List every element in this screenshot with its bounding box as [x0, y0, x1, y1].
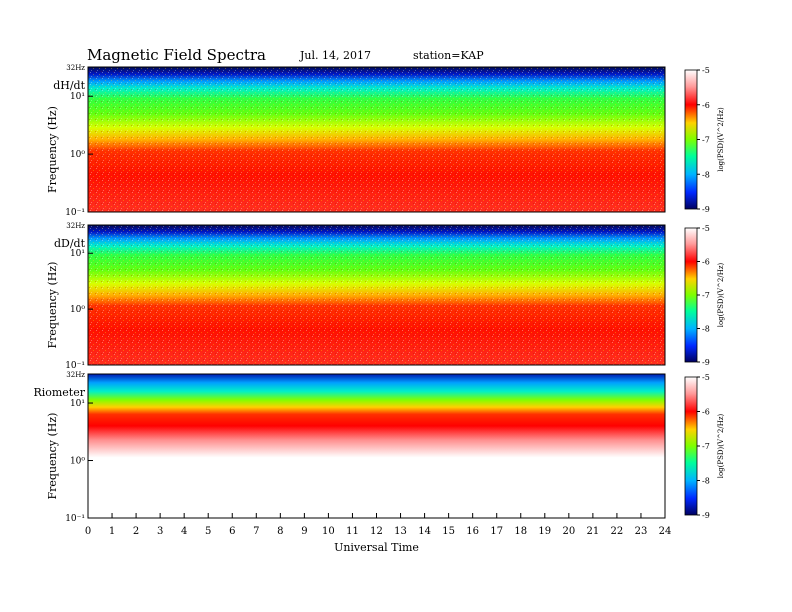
- y-tick-label: 32Hz: [66, 371, 85, 379]
- y-tick-label: 10¹: [70, 249, 85, 259]
- x-tick-label: 3: [157, 526, 163, 537]
- y-tick-label: 10⁻¹: [65, 361, 85, 371]
- x-tick-label: 12: [370, 526, 383, 537]
- panel-1: 32Hz 10¹ 10⁰ 10⁻¹ dH/dt Frequency (Hz) -5 -6 -7 -…: [46, 64, 725, 218]
- spectrogram-texture: [88, 67, 665, 212]
- x-tick-label: 5: [205, 526, 211, 537]
- x-tick-label: 8: [277, 526, 283, 537]
- date-label: Jul. 14, 2017: [300, 49, 371, 62]
- chart-title: Magnetic Field Spectra: [87, 46, 266, 64]
- plot-frame: [87, 66, 666, 213]
- x-tick-label: 23: [635, 526, 648, 537]
- colorbar: [684, 376, 698, 516]
- x-tick-label: 6: [229, 526, 235, 537]
- x-tick-label: 16: [466, 526, 479, 537]
- x-tick-label: 13: [394, 526, 407, 537]
- colorbar-tick-label: -9: [702, 511, 710, 520]
- colorbar-tick-label: -6: [702, 408, 710, 417]
- x-tick-label: 10: [322, 526, 335, 537]
- x-tick-label: 7: [253, 526, 259, 537]
- colorbar-tick-label: -5: [702, 224, 710, 233]
- y-tick-label: 32Hz: [66, 222, 85, 230]
- x-tick-label: 19: [538, 526, 551, 537]
- colorbar-tick-label: -8: [702, 170, 710, 179]
- y-tick-label: 10⁰: [70, 457, 85, 467]
- colorbar-label: log(PSD)(V^2/Hz): [717, 107, 725, 172]
- spectrogram-texture: [88, 225, 665, 365]
- x-tick-label: 17: [490, 526, 503, 537]
- x-tick-label: 15: [442, 526, 455, 537]
- colorbar-tick-label: -6: [702, 101, 710, 110]
- colorbar-tick-label: -7: [702, 442, 710, 451]
- y-tick-label: 10⁰: [70, 305, 85, 315]
- colorbar-tick-label: -5: [702, 373, 710, 382]
- x-tick-label: 21: [587, 526, 600, 537]
- plot-frame: [87, 224, 666, 366]
- colorbar-tick-label: -6: [702, 258, 710, 267]
- y-tick-label: 32Hz: [66, 64, 85, 72]
- x-tick-label: 1: [109, 526, 115, 537]
- colorbar-tick-label: -7: [702, 291, 710, 300]
- panel-label: dH/dt: [53, 79, 85, 92]
- x-tick-label: 24: [659, 526, 672, 537]
- y-axis-title: Frequency (Hz): [46, 106, 59, 193]
- x-axis-title: Universal Time: [334, 541, 419, 554]
- x-tick-label: 22: [611, 526, 624, 537]
- x-tick-label: 20: [562, 526, 575, 537]
- x-tick-label: 11: [346, 526, 359, 537]
- colorbar: [684, 69, 698, 210]
- y-tick-label: 10¹: [70, 92, 85, 102]
- y-tick-label: 10⁻¹: [65, 208, 85, 218]
- colorbar-tick-label: -8: [702, 325, 710, 334]
- y-tick-label: 10⁰: [70, 150, 85, 160]
- y-tick-label: 10¹: [70, 399, 85, 409]
- x-tick-label: 2: [133, 526, 139, 537]
- colorbar-tick-label: -9: [702, 358, 710, 367]
- x-tick-label: 0: [85, 526, 91, 537]
- colorbar-tick-label: -7: [702, 136, 710, 145]
- y-tick-label: 10⁻¹: [65, 514, 85, 524]
- panel-label: dD/dt: [54, 237, 86, 250]
- panel-3: 32Hz 10¹ 10⁰ 10⁻¹ Riometer Frequency (Hz) -5 -6…: [33, 371, 725, 524]
- y-axis-title: Frequency (Hz): [46, 262, 59, 349]
- panel-2: 32Hz 10¹ 10⁰ 10⁻¹ dD/dt Frequency (Hz) -5 -6 -7 -…: [46, 222, 725, 371]
- x-tick-label: 18: [514, 526, 527, 537]
- colorbar-label: log(PSD)(V^2/Hz): [717, 262, 725, 327]
- panel-label: Riometer: [33, 386, 85, 399]
- colorbar: [684, 227, 698, 363]
- colorbar-tick-label: -9: [702, 205, 710, 214]
- x-tick-label: 4: [181, 526, 187, 537]
- colorbar-tick-label: -5: [702, 66, 710, 75]
- colorbar-label: log(PSD)(V^2/Hz): [717, 413, 725, 478]
- x-tick-label: 14: [418, 526, 431, 537]
- station-label: station=KAP: [413, 49, 484, 62]
- x-tick-label: 9: [301, 526, 307, 537]
- y-axis-title: Frequency (Hz): [46, 413, 59, 500]
- colorbar-tick-label: -8: [702, 477, 710, 486]
- spectrogram-image: [88, 374, 665, 518]
